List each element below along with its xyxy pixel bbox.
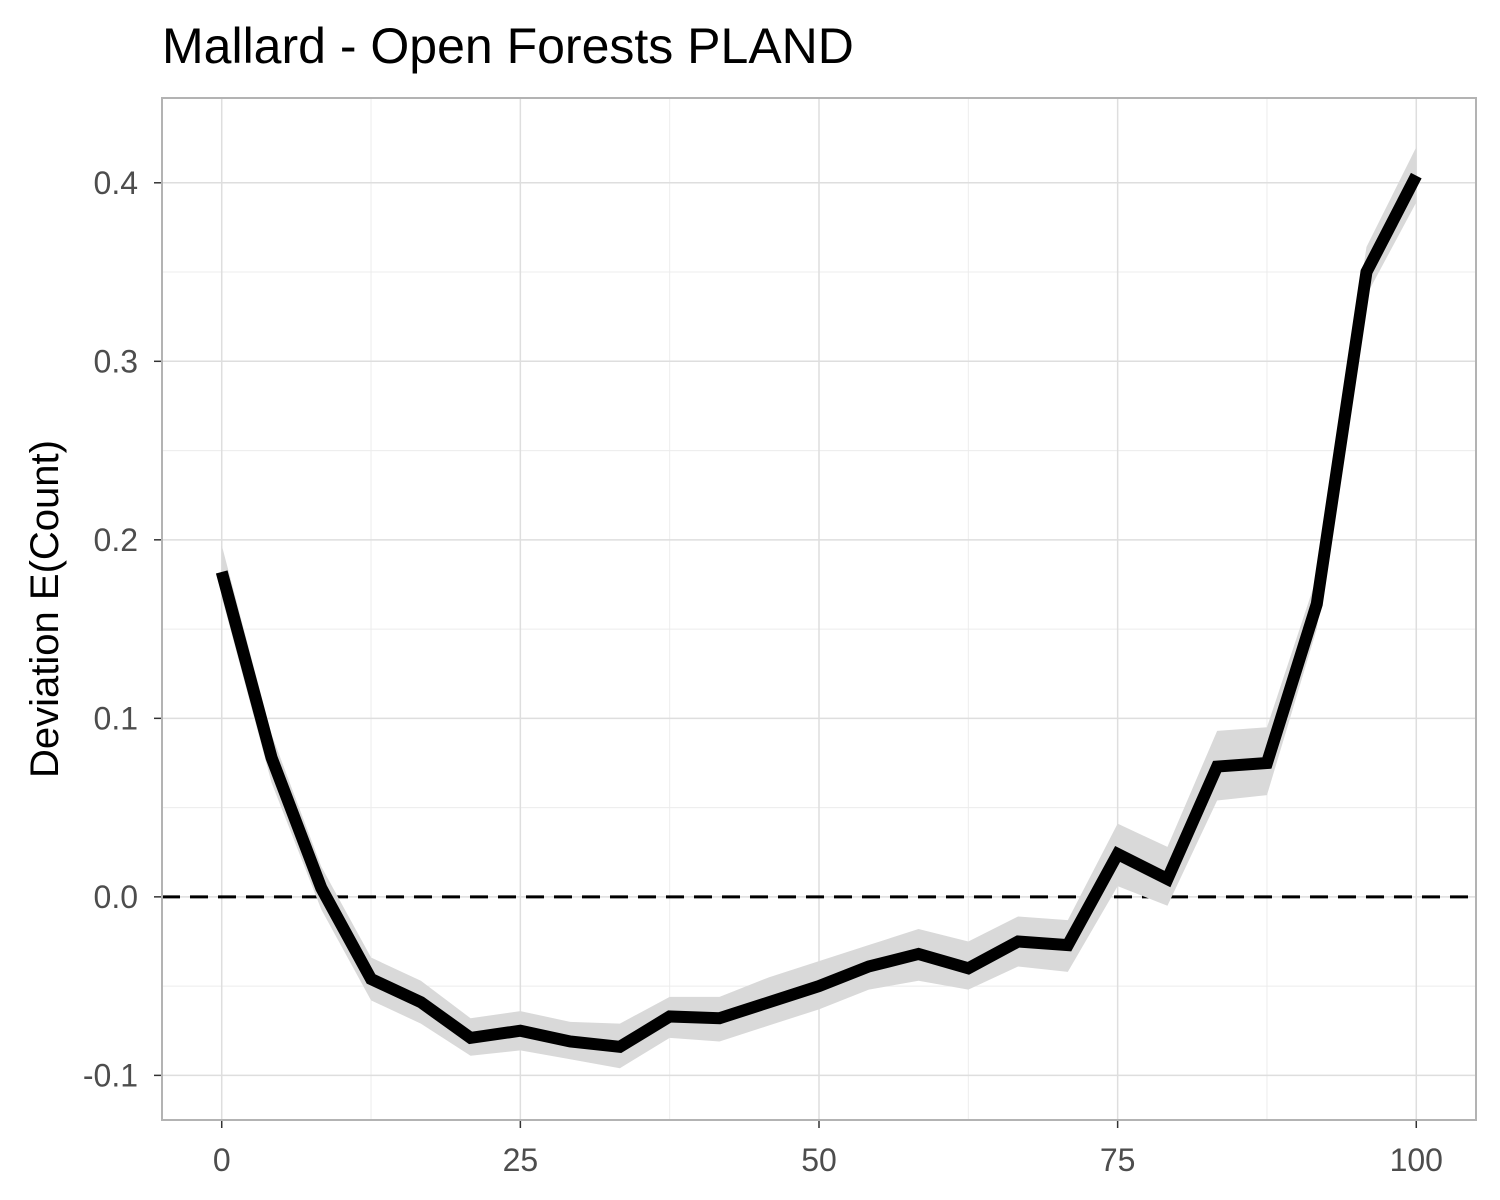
- y-tick-label: 0.2: [94, 522, 138, 558]
- data-point: [913, 948, 925, 960]
- major-gridlines: [162, 98, 1476, 1120]
- data-point: [1261, 757, 1273, 769]
- data-point: [614, 1041, 626, 1053]
- data-point: [713, 1012, 725, 1024]
- data-point: [763, 996, 775, 1008]
- y-axis-ticks: -0.1 0.0 0.1 0.2 0.3 0.4: [83, 165, 162, 1093]
- data-point: [1311, 598, 1323, 610]
- x-tick-label: 75: [1100, 1142, 1136, 1178]
- data-point: [415, 996, 427, 1008]
- data-point: [1161, 873, 1173, 885]
- data-point: [216, 566, 228, 578]
- data-point: [315, 882, 327, 894]
- data-point: [465, 1032, 477, 1044]
- data-point: [514, 1025, 526, 1037]
- data-point: [863, 960, 875, 972]
- data-point: [962, 962, 974, 974]
- series-line: [215, 172, 1422, 1053]
- y-tick-label: -0.1: [83, 1057, 138, 1093]
- data-point: [1112, 848, 1124, 860]
- x-tick-label: 25: [503, 1142, 539, 1178]
- y-tick-label: 0.0: [94, 879, 138, 915]
- data-point: [1062, 939, 1074, 951]
- confidence-band: [221, 147, 1417, 1069]
- y-tick-label: 0.1: [94, 700, 138, 736]
- x-tick-label: 50: [801, 1142, 837, 1178]
- x-axis-ticks: 0 25 50 75 100: [213, 1120, 1443, 1178]
- panel-border: [161, 97, 1477, 1121]
- data-point: [813, 980, 825, 992]
- data-point: [664, 1010, 676, 1022]
- y-axis-label: Deviation E(Count): [23, 440, 67, 778]
- data-point: [564, 1035, 576, 1047]
- x-tick-label: 100: [1390, 1142, 1443, 1178]
- x-tick-label: 0: [213, 1142, 231, 1178]
- data-point: [1211, 761, 1223, 773]
- data-point: [365, 973, 377, 985]
- y-tick-label: 0.3: [94, 343, 138, 379]
- data-point: [266, 752, 278, 764]
- data-point: [1012, 935, 1024, 947]
- chart-title: Mallard - Open Forests PLAND: [162, 18, 854, 74]
- data-point: [1410, 170, 1422, 182]
- data-point: [1360, 266, 1372, 278]
- y-tick-label: 0.4: [94, 165, 138, 201]
